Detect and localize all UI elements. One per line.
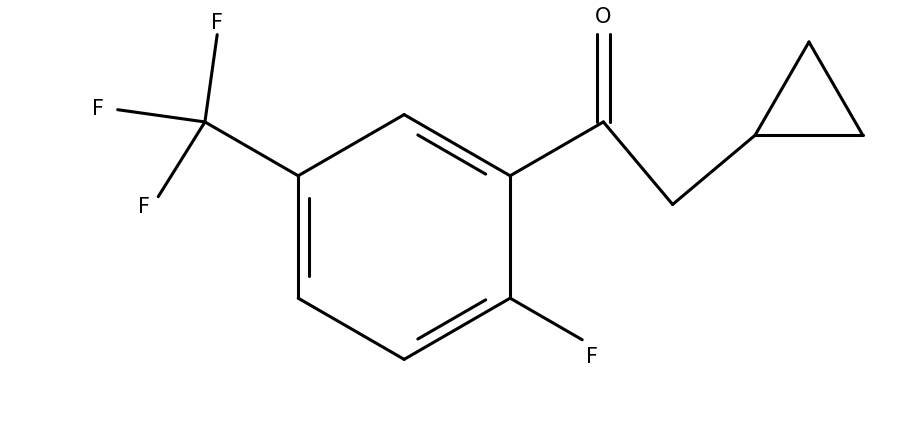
Text: F: F bbox=[137, 197, 149, 217]
Text: F: F bbox=[93, 98, 104, 118]
Text: O: O bbox=[595, 7, 612, 27]
Text: F: F bbox=[212, 13, 224, 33]
Text: F: F bbox=[586, 347, 598, 366]
